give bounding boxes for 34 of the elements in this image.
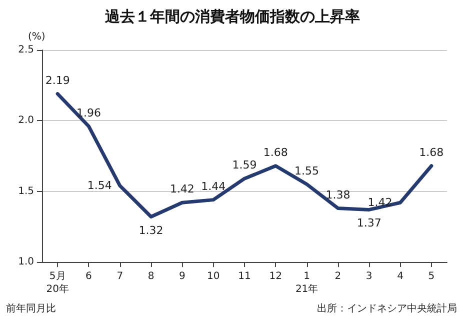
x-tick-label: 9 [179, 271, 186, 282]
data-label: 1.59 [232, 158, 257, 172]
x-tick-label: 5月 20年 [46, 271, 69, 295]
text: 前年同月比 [6, 302, 56, 314]
x-tick-label: 7 [116, 271, 124, 282]
data-label: 1.44 [201, 180, 226, 193]
y-axis-title: (%) [28, 32, 46, 42]
data-label: 1.37 [356, 216, 382, 230]
data-label: 1.32 [138, 224, 164, 237]
data-label: 1.68 [263, 146, 288, 159]
x-tick-label: 6 [86, 271, 92, 282]
x-tick-label: 12 [269, 271, 282, 282]
x-tick-label: 1 21年 [295, 271, 318, 295]
text: 出所：インドネシア中央統計局 [317, 302, 457, 314]
data-label: 1.68 [419, 146, 444, 159]
x-tick-label: 4 [397, 271, 404, 282]
x-tick-label: 2 [334, 271, 342, 282]
data-label: 1.54 [87, 179, 112, 192]
y-tick-label: 2.5 [18, 44, 34, 56]
data-label: 1.55 [294, 164, 320, 178]
y-tick-label: 1.5 [18, 186, 34, 197]
x-tick-label: 8 [148, 271, 154, 282]
data-label: 1.96 [76, 106, 101, 120]
x-tick-label: 5 [428, 271, 435, 282]
y-tick-label: 1.0 [18, 256, 34, 268]
y-tick-label: 2.0 [18, 115, 34, 126]
chart-title: 過去１年間の消費者物価指数の上昇率 [104, 8, 360, 26]
x-tick-label: 11 [238, 271, 251, 282]
x-tick-label: 3 [366, 271, 372, 282]
data-label: 1.42 [368, 196, 392, 210]
x-tick-label: 10 [206, 271, 220, 282]
data-label: 2.19 [45, 74, 70, 87]
data-label: 1.42 [170, 182, 194, 196]
data-label: 1.38 [326, 188, 350, 202]
